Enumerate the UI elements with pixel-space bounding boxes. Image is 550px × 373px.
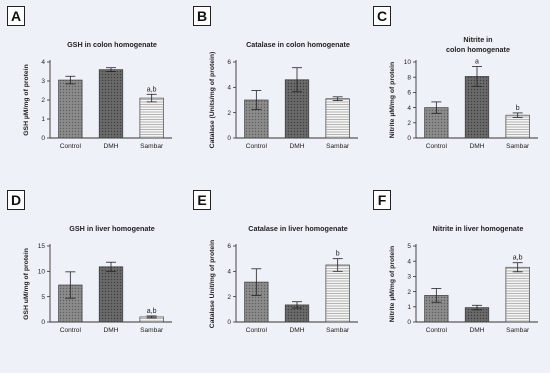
x-tick-label: DMH xyxy=(103,143,118,150)
y-tick-label: 0 xyxy=(41,135,45,142)
panel-f: F Nitrite in liver homogenate 0 1 2 3 4 5 Nitri… xyxy=(368,188,546,360)
y-tick-label: 6 xyxy=(227,243,231,250)
panel-a: A GSH in colon homogenate 0 1 2 3 4 GSH µM/mg … xyxy=(2,4,180,176)
x-tick-label: Sambar xyxy=(506,143,530,150)
panel-letter-b: B xyxy=(193,6,211,26)
y-tick-label: 4 xyxy=(41,59,45,66)
bar xyxy=(98,266,124,323)
x-tick-label: Control xyxy=(60,143,82,150)
x-tick-label: Control xyxy=(60,327,82,334)
significance-label: b xyxy=(336,251,340,258)
y-tick-label: 6 xyxy=(227,59,231,66)
chart-svg: Catalase in colon homogenate 0 2 4 6 Catalase… xyxy=(209,40,358,150)
significance-label: b xyxy=(516,105,520,112)
x-tick-label: DMH xyxy=(469,327,484,334)
panel-letter-a: A xyxy=(7,6,25,26)
y-tick-label: 0 xyxy=(227,135,231,142)
chart-svg: GSH in colon homogenate 0 1 2 3 4 GSH µM/mg of… xyxy=(23,40,172,150)
x-tick-label: Control xyxy=(246,327,268,334)
y-tick-label: 1 xyxy=(41,116,45,123)
chart-title: GSH in liver homogenate xyxy=(69,224,154,233)
chart-title: colon homogenate xyxy=(446,45,510,54)
y-tick-label: 5 xyxy=(407,243,411,250)
y-tick-label: 1 xyxy=(407,304,411,311)
x-tick-label: Control xyxy=(426,143,448,150)
y-tick-label: 4 xyxy=(227,269,231,276)
x-tick-label: Sambar xyxy=(506,327,530,334)
bar xyxy=(98,69,124,139)
x-tick-label: Sambar xyxy=(326,143,350,150)
y-tick-label: 6 xyxy=(407,90,411,97)
y-tick-label: 4 xyxy=(407,258,411,265)
chart-title: Nitrite in xyxy=(463,35,492,44)
y-tick-label: 4 xyxy=(407,105,411,112)
y-tick-label: 10 xyxy=(404,59,412,66)
chart-title: Catalase in liver homogenate xyxy=(248,224,347,233)
x-tick-label: DMH xyxy=(469,143,484,150)
y-axis-label: GSH uM/mg of protein xyxy=(23,248,30,320)
y-tick-label: 2 xyxy=(407,289,411,296)
y-axis-label: Catalase (Units/mg of protein) xyxy=(209,52,216,149)
panel-c: C Nitrite in colon homogenate 0 2 4 6 8 10 Nitri… xyxy=(368,4,546,176)
y-tick-label: 3 xyxy=(41,78,45,85)
bar xyxy=(139,97,164,139)
chart-svg: GSH in liver homogenate 0 5 10 15 GSH uM/mg o… xyxy=(23,224,172,334)
significance-label: a,b xyxy=(147,86,157,93)
y-axis-label: Catalase Unit/mg of protein xyxy=(209,240,216,328)
chart-svg: Catalase in liver homogenate 0 2 4 6 Catalase… xyxy=(209,224,358,334)
y-tick-label: 15 xyxy=(38,243,46,250)
chart-svg: Nitrite in liver homogenate 0 1 2 3 4 5 Nitrite… xyxy=(389,224,538,334)
y-tick-label: 10 xyxy=(38,269,46,276)
y-tick-label: 0 xyxy=(227,319,231,326)
y-tick-label: 3 xyxy=(407,274,411,281)
y-tick-label: 2 xyxy=(227,110,231,117)
y-tick-label: 0 xyxy=(407,135,411,142)
x-tick-label: Control xyxy=(426,327,448,334)
x-tick-label: DMH xyxy=(289,327,304,334)
panel-letter-e: E xyxy=(193,190,211,210)
x-tick-label: Sambar xyxy=(140,143,164,150)
bar xyxy=(325,264,350,323)
x-tick-label: Sambar xyxy=(326,327,350,334)
y-tick-label: 2 xyxy=(41,97,45,104)
chart-title: Nitrite in liver homogenate xyxy=(433,224,524,233)
panel-e: E Catalase in liver homogenate 0 2 4 6 Catala… xyxy=(188,188,366,360)
bar xyxy=(505,114,530,139)
y-tick-label: 5 xyxy=(41,294,45,301)
bar xyxy=(325,98,350,139)
x-tick-label: Sambar xyxy=(140,327,164,334)
y-tick-label: 0 xyxy=(407,319,411,326)
bar xyxy=(58,79,83,139)
y-tick-label: 0 xyxy=(41,319,45,326)
x-tick-label: Control xyxy=(246,143,268,150)
panel-b: B Catalase in colon homogenate 0 2 4 6 Catala… xyxy=(188,4,366,176)
chart-title: GSH in colon homogenate xyxy=(67,40,157,49)
panel-d: D GSH in liver homogenate 0 5 10 15 GSH uM/mg… xyxy=(2,188,180,360)
panel-letter-f: F xyxy=(373,190,391,210)
y-axis-label: GSH µM/mg of protein xyxy=(23,64,30,136)
significance-label: a xyxy=(475,59,479,66)
x-tick-label: DMH xyxy=(103,327,118,334)
chart-title: Catalase in colon homogenate xyxy=(246,40,350,49)
y-tick-label: 2 xyxy=(227,294,231,301)
x-tick-label: DMH xyxy=(289,143,304,150)
y-tick-label: 2 xyxy=(407,120,411,127)
y-axis-label: Nitrite µM/mg of protein xyxy=(389,246,396,322)
y-axis-label: Nitrite µM/mg of protein xyxy=(389,62,396,138)
significance-label: a,b xyxy=(513,255,523,262)
y-tick-label: 4 xyxy=(227,85,231,92)
panel-letter-d: D xyxy=(7,190,25,210)
bar xyxy=(505,266,530,323)
y-tick-label: 8 xyxy=(407,74,411,81)
significance-label: a,b xyxy=(147,308,157,315)
panel-letter-c: C xyxy=(373,6,391,26)
